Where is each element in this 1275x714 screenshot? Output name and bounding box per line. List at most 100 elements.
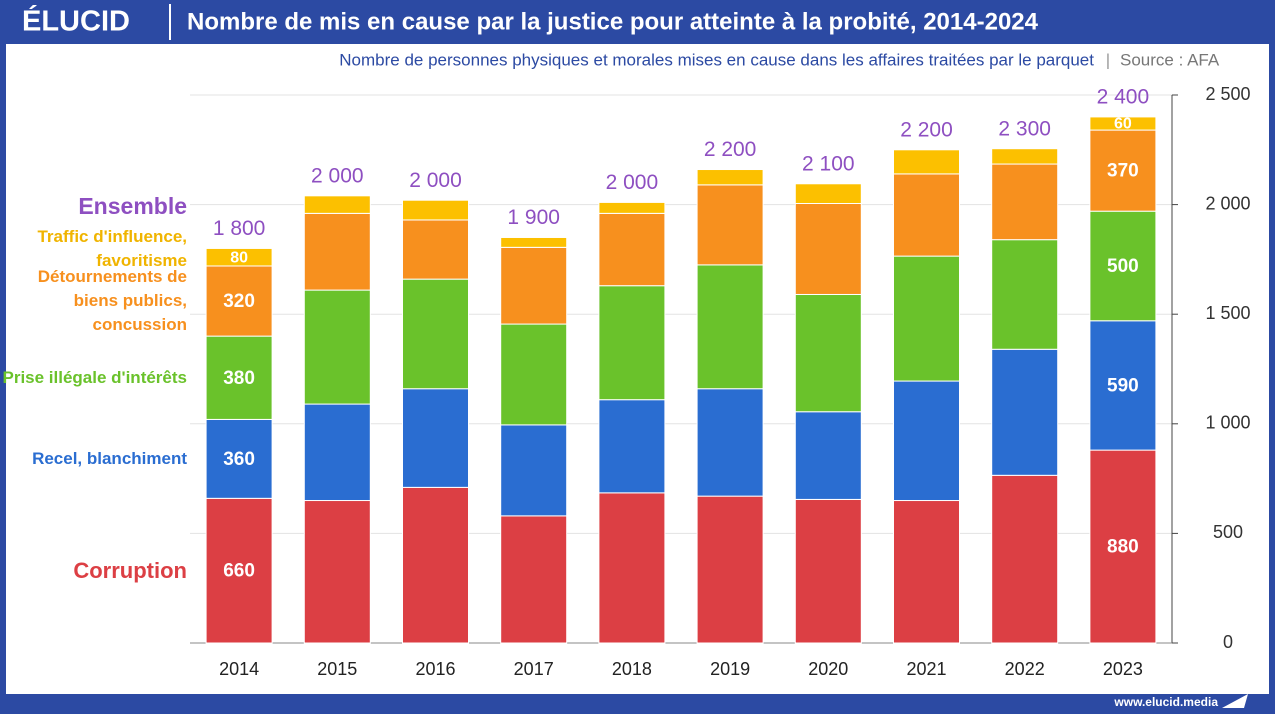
- bar-segment: [205, 497, 273, 644]
- bar-segment: [500, 236, 568, 248]
- bar-segment: [1089, 449, 1157, 644]
- bar-segment: [696, 184, 764, 266]
- legend-item: Prise illégale d'intérêts: [2, 367, 187, 387]
- bar-segment: [402, 278, 469, 390]
- header-bar: [0, 0, 1275, 44]
- x-tick-label: 2018: [612, 659, 652, 679]
- data-label: 590: [1107, 375, 1139, 396]
- footer-url: www.elucid.media: [1113, 695, 1218, 709]
- bar-segment: [500, 515, 568, 644]
- x-tick-label: 2017: [514, 659, 554, 679]
- bar-segment: [205, 335, 273, 420]
- bar-segment: [794, 293, 862, 413]
- x-tick-label: 2015: [317, 659, 357, 679]
- total-label: 2 400: [1097, 85, 1150, 108]
- bar-segment: [1089, 210, 1157, 322]
- total-label: 2 300: [998, 117, 1051, 140]
- y-tick-label: 2 000: [1205, 193, 1250, 213]
- x-tick-label: 2021: [906, 659, 946, 679]
- bar-segment: [794, 498, 862, 644]
- bar-segment: [402, 486, 469, 644]
- y-tick-label: 2 500: [1205, 84, 1250, 104]
- bar-segment: [794, 183, 862, 205]
- total-label: 2 200: [900, 118, 953, 141]
- total-label: 1 900: [507, 206, 560, 229]
- data-label: 60: [1114, 116, 1132, 133]
- bar-segment: [991, 474, 1059, 644]
- frame-right: [1269, 0, 1275, 714]
- bar-segment: [696, 495, 764, 644]
- title: Nombre de mis en cause par la justice po…: [187, 8, 1039, 35]
- subtitle: Nombre de personnes physiques et morales…: [339, 50, 1094, 69]
- footer-bar: [0, 694, 1275, 714]
- bar-segment: [500, 246, 568, 325]
- bar-segment: [696, 264, 764, 390]
- bar-segment: [205, 418, 273, 499]
- data-label: 360: [223, 449, 255, 470]
- total-label: 2 200: [704, 138, 757, 161]
- data-label: 380: [223, 368, 255, 389]
- bar-segment: [893, 500, 960, 644]
- source: Source : AFA: [1120, 50, 1220, 69]
- total-label: 2 000: [409, 169, 462, 192]
- bar-segment: [303, 500, 371, 644]
- legend-item: Détournements de biens publics, concussi…: [37, 267, 187, 335]
- bar-segment: [598, 399, 666, 494]
- x-tick-label: 2019: [710, 659, 750, 679]
- x-tick-label: 2023: [1103, 659, 1143, 679]
- total-label: 2 100: [802, 152, 855, 175]
- bar-segment: [598, 201, 666, 214]
- bar-segment: [303, 195, 371, 214]
- bar-segment: [991, 163, 1059, 241]
- x-tick-label: 2022: [1005, 659, 1045, 679]
- bar-segment: [893, 173, 960, 257]
- bar-segment: [893, 149, 960, 175]
- bar-segment: [893, 255, 960, 382]
- legend-item: Ensemble: [78, 193, 187, 220]
- legend-item: Traffic d'influence, favoritisme: [37, 227, 187, 271]
- separator: |: [1106, 50, 1110, 69]
- y-tick-label: 0: [1223, 632, 1233, 652]
- legend-item: Corruption: [73, 557, 187, 583]
- footer-icon: [1222, 694, 1248, 708]
- x-tick-label: 2020: [808, 659, 848, 679]
- y-tick-label: 1 000: [1205, 413, 1250, 433]
- bar-segment: [598, 285, 666, 401]
- bar-segment: [598, 212, 666, 287]
- x-tick-label: 2014: [219, 659, 259, 679]
- data-label: 320: [223, 291, 255, 312]
- data-label: 660: [223, 561, 255, 582]
- bar-segment: [1089, 320, 1157, 451]
- data-label: 880: [1107, 537, 1139, 558]
- bar-segment: [794, 411, 862, 500]
- total-label: 2 000: [311, 164, 364, 187]
- bar-segment: [794, 203, 862, 295]
- bar-segment: [303, 212, 371, 291]
- bar-segment: [303, 403, 371, 502]
- legend-item: Recel, blanchiment: [32, 448, 187, 468]
- bar-segment: [991, 348, 1059, 476]
- total-label: 2 000: [606, 171, 659, 194]
- bar-segment: [991, 239, 1059, 350]
- bar-segment: [402, 219, 469, 280]
- bar-segment: [205, 247, 273, 267]
- bar-segment: [1089, 116, 1157, 131]
- x-tick-label: 2016: [415, 659, 455, 679]
- bar-segment: [893, 380, 960, 502]
- y-tick-label: 500: [1213, 522, 1243, 542]
- bar-segment: [402, 388, 469, 488]
- data-label: 370: [1107, 161, 1139, 182]
- bar-segment: [303, 289, 371, 405]
- bar-segment: [991, 148, 1059, 165]
- bar-segment: [1089, 129, 1157, 212]
- data-label: 80: [230, 249, 248, 266]
- bar-segment: [500, 424, 568, 517]
- data-label: 500: [1107, 256, 1139, 277]
- bar-segment: [696, 169, 764, 186]
- total-label: 1 800: [213, 217, 266, 240]
- y-tick-label: 1 500: [1205, 303, 1250, 323]
- bar-segment: [696, 388, 764, 497]
- bar-segment: [402, 199, 469, 221]
- bar-segment: [500, 323, 568, 426]
